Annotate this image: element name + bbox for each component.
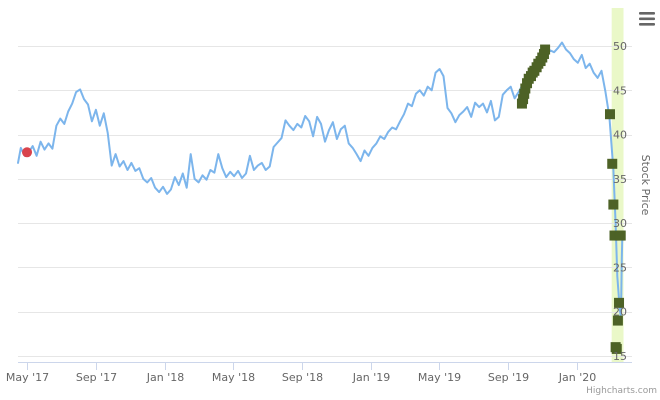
highlight-band [611, 8, 624, 362]
x-tick-label: Sep '17 [76, 371, 117, 384]
x-tick-label: Jan '19 [352, 371, 390, 384]
green-square-marker[interactable] [520, 83, 531, 94]
x-tick-label: Sep '18 [282, 371, 323, 384]
red-circle-marker[interactable] [22, 147, 33, 158]
hamburger-menu-icon [639, 12, 655, 26]
grid-layer [18, 46, 632, 357]
y-tick-label: 15 [613, 350, 627, 363]
y-tick-label: 35 [613, 173, 627, 186]
x-tick-label: Sep '19 [488, 371, 529, 384]
x-tick-label: May '19 [418, 371, 461, 384]
green-square-marker[interactable] [614, 297, 625, 308]
y-axis-title: Stock Price [639, 155, 652, 216]
green-square-marker[interactable] [609, 230, 620, 241]
green-square-marker[interactable] [519, 88, 530, 99]
credits-link[interactable]: Highcharts.com [586, 386, 657, 396]
x-tick-label: Jan '20 [558, 371, 596, 384]
chart-menu-button[interactable] [636, 8, 658, 30]
green-square-marker[interactable] [608, 199, 619, 210]
y-tick-label: 25 [613, 261, 627, 274]
highlight-band-layer [611, 8, 624, 362]
x-tick-label: May '18 [212, 371, 255, 384]
x-tick-label: May '17 [6, 371, 49, 384]
y-tick-label: 20 [613, 306, 627, 319]
green-square-marker[interactable] [615, 230, 626, 241]
y-tick-label: 50 [613, 40, 627, 53]
x-tick-label: Jan '18 [146, 371, 184, 384]
x-axis: May '17 Sep '17 Jan '18 May '18 Sep '18 Jan '… [6, 362, 632, 384]
y-tick-label: 30 [613, 217, 627, 230]
marker-layer [22, 44, 626, 354]
green-square-marker[interactable] [604, 109, 615, 120]
y-tick-label: 40 [613, 129, 627, 142]
green-square-marker[interactable] [611, 343, 622, 354]
y-axis: 15 20 25 30 35 40 45 50 [613, 40, 627, 363]
green-square-marker[interactable] [540, 44, 551, 55]
y-tick-label: 45 [613, 84, 627, 97]
green-square-marker[interactable] [612, 315, 623, 326]
green-square-marker[interactable] [518, 94, 529, 105]
green-square-marker[interactable] [607, 158, 618, 169]
